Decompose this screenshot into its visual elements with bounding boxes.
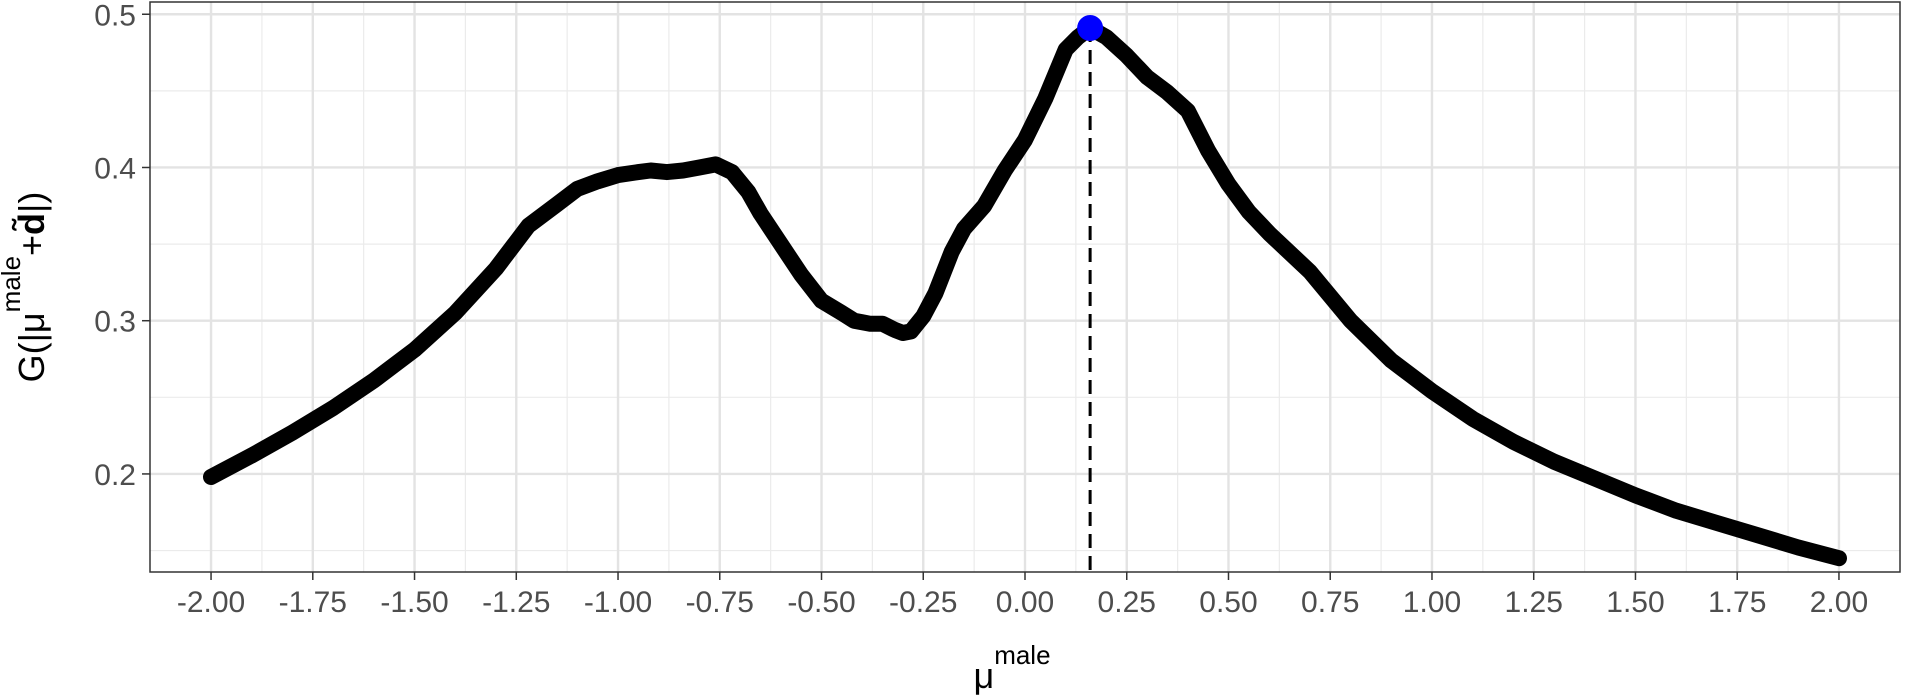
x-axis-title-sup: male <box>994 640 1050 670</box>
x-tick-label: 0.00 <box>996 586 1054 619</box>
y-tick-label: 0.3 <box>94 306 136 339</box>
y-axis-title-bold: d̃ <box>10 213 52 235</box>
max-point-marker <box>1077 15 1104 42</box>
x-tick-label: 1.00 <box>1403 586 1461 619</box>
x-tick-label: 1.50 <box>1606 586 1664 619</box>
x-tick-label: -2.00 <box>177 586 245 619</box>
x-axis-title-base: μ <box>973 655 994 696</box>
y-tick-label: 0.4 <box>94 152 136 185</box>
x-tick-label: -0.75 <box>686 586 754 619</box>
y-axis-title-prefix: G(|μ <box>11 312 52 382</box>
grid-lines <box>150 2 1900 572</box>
series-line <box>203 20 1847 567</box>
x-tick-label: -0.25 <box>889 586 957 619</box>
y-axis: 0.2 0.3 0.4 0.5 <box>94 0 150 492</box>
x-tick-label: -1.25 <box>482 586 550 619</box>
x-tick-label: -1.00 <box>584 586 652 619</box>
x-tick-label: 2.00 <box>1810 586 1868 619</box>
x-tick-label: -0.50 <box>787 586 855 619</box>
y-axis-title-sup: male <box>0 256 26 312</box>
x-tick-label: 0.25 <box>1098 586 1156 619</box>
y-axis-title-suffix: |) <box>11 192 52 213</box>
series-layer <box>203 15 1847 572</box>
x-tick-label: 0.75 <box>1301 586 1359 619</box>
x-axis: -2.00 -1.75 -1.50 -1.25 -1.00 -0.75 -0.50 -0.25… <box>177 572 1868 619</box>
x-tick-label: 1.75 <box>1708 586 1766 619</box>
y-tick-label: 0.5 <box>94 0 136 32</box>
svg-text:G(|μmale+d̃|): G(|μmale+d̃|) <box>0 192 52 383</box>
x-tick-label: -1.75 <box>279 586 347 619</box>
y-tick-label: 0.2 <box>94 459 136 492</box>
x-tick-label: -1.50 <box>380 586 448 619</box>
x-tick-label: 1.25 <box>1505 586 1563 619</box>
x-axis-title: μmale <box>973 640 1050 696</box>
x-tick-label: 0.50 <box>1199 586 1257 619</box>
y-axis-title-plus: + <box>11 235 52 256</box>
y-axis-title: G(|μmale+d̃|) <box>0 192 52 383</box>
